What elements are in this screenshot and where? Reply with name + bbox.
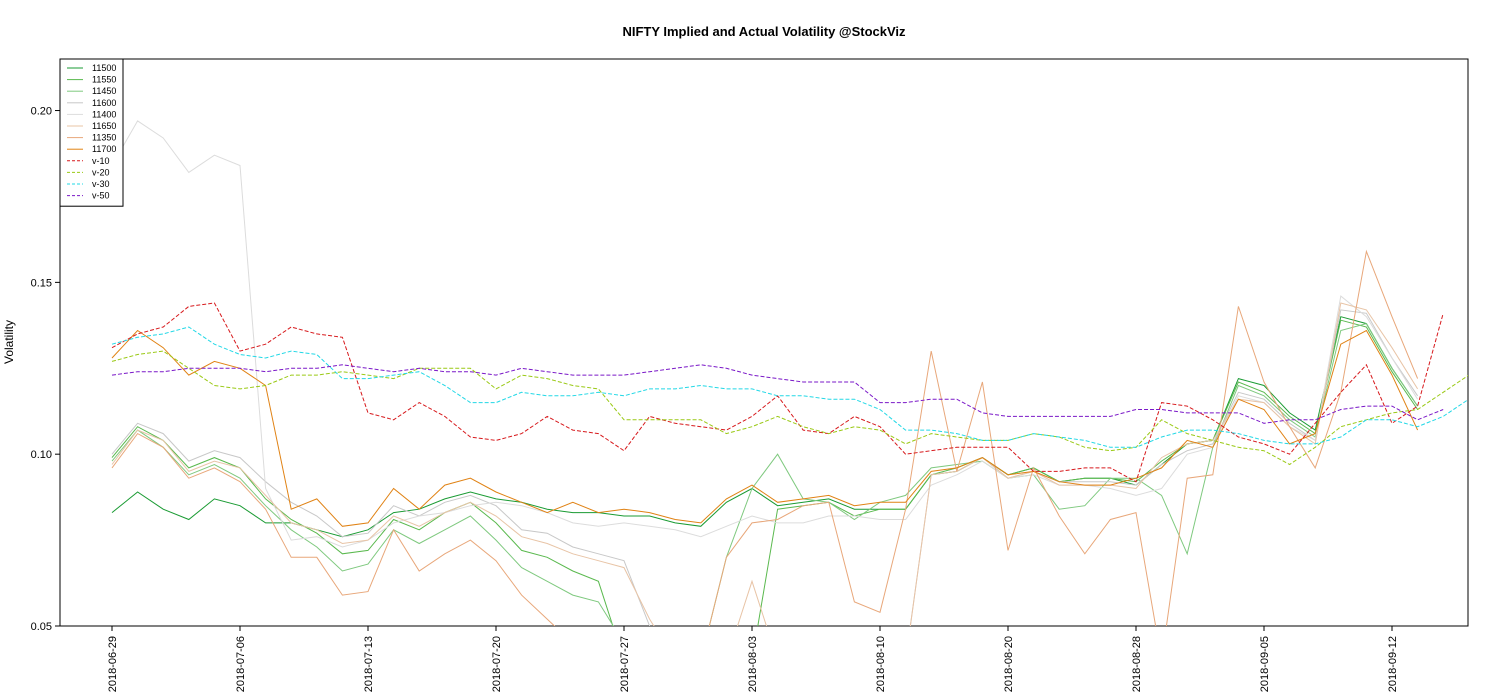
- legend-label: 11350: [92, 133, 116, 143]
- x-tick-label: 2018-07-20: [491, 636, 503, 692]
- legend-label: 11650: [92, 121, 116, 131]
- legend-label: 11400: [92, 109, 116, 119]
- plot-frame: [59, 58, 1469, 627]
- series-line-11650: [111, 302, 1419, 626]
- y-axis-label: Volatility: [2, 320, 16, 364]
- series-line-11700: [111, 329, 1419, 527]
- y-tick-label: 0.10: [31, 449, 52, 461]
- x-tick-label: 2018-08-10: [875, 636, 887, 692]
- x-tick-label: 2018-07-27: [619, 636, 631, 692]
- x-tick-label: 2018-07-13: [363, 636, 375, 692]
- legend-label: 11700: [92, 144, 116, 154]
- legend-label: 11550: [92, 75, 116, 85]
- y-tick-label: 0.05: [31, 621, 52, 633]
- legend-label: 11600: [92, 98, 116, 108]
- legend-box: [59, 58, 124, 207]
- series-line-11350: [111, 249, 1419, 626]
- x-axis: 2018-06-29 2018-07-06 2018-07-13 2018-07-20…: [107, 626, 1399, 692]
- series-layer: [111, 120, 1468, 626]
- x-tick-label: 2018-08-28: [1131, 636, 1143, 692]
- x-tick-label: 2018-09-12: [1387, 636, 1399, 692]
- series-line-v-50: [111, 364, 1444, 424]
- x-tick-label: 2018-09-05: [1259, 636, 1271, 692]
- series-line-v-20: [111, 350, 1468, 466]
- y-tick-label: 0.15: [31, 277, 52, 289]
- chart-title: NIFTY Implied and Actual Volatility @Sto…: [622, 24, 906, 39]
- legend-label: v-10: [92, 156, 110, 166]
- legend-label: v-20: [92, 167, 110, 177]
- legend-label: 11500: [92, 63, 116, 73]
- series-line-11550: [111, 319, 1419, 626]
- x-tick-label: 2018-08-03: [747, 636, 759, 692]
- legend-label: v-50: [92, 191, 110, 201]
- legend-label: 11450: [92, 86, 116, 96]
- series-line-11400: [111, 120, 1419, 548]
- legend-label: v-30: [92, 179, 110, 189]
- series-line-11450: [111, 323, 1419, 626]
- y-tick-label: 0.20: [31, 106, 52, 118]
- x-tick-label: 2018-06-29: [107, 636, 119, 692]
- x-tick-label: 2018-08-20: [1003, 636, 1015, 692]
- x-tick-label: 2018-07-06: [235, 636, 247, 692]
- y-axis: 0.05 0.10 0.15 0.20: [31, 106, 60, 633]
- plot-area: [59, 58, 1469, 627]
- series-line-11600: [111, 309, 1419, 626]
